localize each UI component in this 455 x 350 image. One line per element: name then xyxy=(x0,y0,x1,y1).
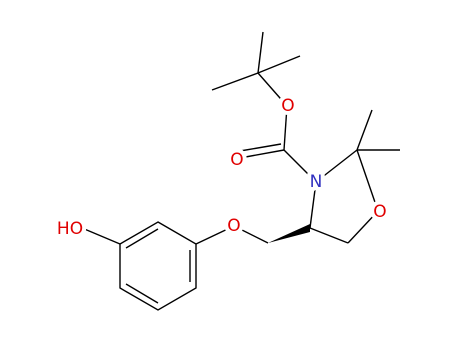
bond xyxy=(356,109,373,151)
bond xyxy=(211,72,259,91)
bond xyxy=(125,283,159,304)
bond xyxy=(257,72,288,107)
bond xyxy=(257,31,264,74)
bond xyxy=(347,210,379,244)
bond xyxy=(195,225,235,245)
atom-label: O xyxy=(281,96,294,116)
bond xyxy=(309,227,349,244)
wedge-bond xyxy=(268,224,310,243)
bond xyxy=(283,105,288,151)
bond xyxy=(233,225,269,244)
bond xyxy=(283,149,317,183)
bond xyxy=(315,149,358,183)
atom-labels: O O N O O HO xyxy=(53,92,391,243)
atom-label: O xyxy=(230,150,243,170)
bond xyxy=(309,181,317,229)
bond xyxy=(239,149,285,159)
bond xyxy=(257,55,301,74)
bonds xyxy=(81,31,400,311)
bond xyxy=(125,228,159,249)
benzene-ring xyxy=(119,221,197,311)
bond xyxy=(81,227,121,245)
bond xyxy=(356,149,379,212)
atom-label: N xyxy=(310,172,323,192)
bond xyxy=(239,143,282,152)
atom-label: O xyxy=(373,202,386,222)
atom-label: HO xyxy=(57,219,83,239)
atom-label: O xyxy=(227,216,240,236)
